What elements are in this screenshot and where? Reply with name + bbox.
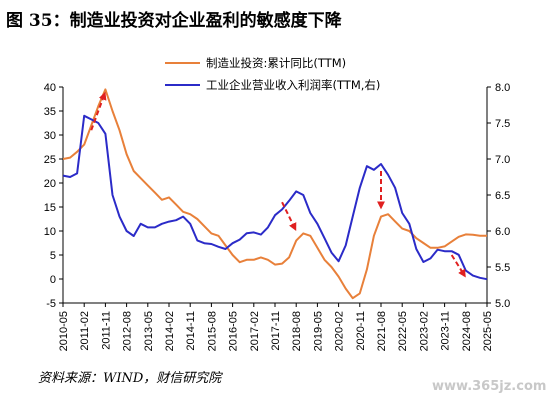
left-tick-label: 15 — [44, 202, 56, 214]
right-tick-label: 5.5 — [495, 262, 510, 274]
x-tick-label: 2024-08 — [461, 311, 473, 351]
x-tick-label: 2012-08 — [122, 311, 134, 351]
x-tick-label: 2022-05 — [397, 311, 409, 351]
trend-arrow-4 — [450, 254, 466, 278]
left-tick-label: 30 — [44, 130, 56, 142]
legend: 制造业投资:累计同比(TTM) 工业企业营业收入利润率(TTM,右) — [165, 56, 380, 92]
trend-arrow-1 — [90, 91, 107, 131]
x-tick-label: 2025-05 — [482, 311, 494, 351]
left-tick-label: 40 — [44, 82, 56, 94]
series-layer — [62, 88, 488, 300]
left-tick-label: 10 — [44, 226, 56, 238]
x-tick-label: 2011-02 — [79, 311, 91, 351]
left-tick-label: 5 — [50, 250, 56, 262]
x-tick-label: 2016-05 — [228, 311, 240, 351]
x-tick-label: 2013-05 — [143, 311, 155, 351]
left-tick-label: 0 — [50, 274, 56, 286]
x-tick-label: 2021-08 — [376, 311, 388, 351]
left-tick-label: 20 — [44, 178, 56, 190]
left-tick-label: -5 — [46, 298, 56, 310]
legend-label-manufacturing: 制造业投资:累计同比(TTM) — [206, 56, 346, 70]
x-tick-label: 2023-02 — [418, 311, 430, 351]
right-tick-label: 5.0 — [495, 298, 510, 310]
source-note: 资料来源：WIND，财信研究院 — [38, 370, 223, 386]
trend-arrow-2 — [281, 201, 297, 231]
x-tick-label: 2020-11 — [355, 311, 367, 351]
right-tick-label: 6.0 — [495, 226, 510, 238]
x-tick-label: 2017-02 — [249, 311, 261, 351]
x-tick-label: 2019-05 — [312, 311, 324, 351]
legend-label-profit: 工业企业营业收入利润率(TTM,右) — [206, 78, 380, 92]
left-tick-label: 35 — [44, 106, 56, 118]
series-line-manufacturing — [62, 88, 487, 300]
x-tick-label: 2023-11 — [440, 311, 452, 351]
x-tick-label: 2020-02 — [334, 311, 346, 351]
right-tick-label: 8.0 — [495, 82, 510, 94]
x-tick-label: 2010-05 — [58, 311, 70, 351]
chart-title: 图 35：制造业投资对企业盈利的敏感度下降 — [6, 10, 343, 31]
series-line-profit — [62, 114, 488, 281]
right-tick-label: 7.5 — [495, 118, 510, 130]
axes: -5 0 5 10 15 20 25 30 35 40 5.0 5.5 6.0 6.5 7.0 7.5 8.0 2… — [44, 82, 511, 351]
right-tick-label: 7.0 — [495, 154, 510, 166]
x-tick-label: 2017-11 — [270, 311, 282, 351]
x-tick-label: 2011-11 — [100, 311, 112, 350]
x-tick-label: 2015-08 — [206, 311, 218, 351]
right-tick-label: 6.5 — [495, 190, 510, 202]
x-tick-label: 2018-08 — [291, 311, 303, 351]
watermark: www.365jz.com — [432, 379, 546, 394]
annotation-layer — [90, 91, 466, 278]
x-tick-label: 2014-11 — [185, 311, 197, 351]
left-tick-label: 25 — [44, 154, 56, 166]
x-tick-label: 2014-02 — [164, 311, 176, 351]
